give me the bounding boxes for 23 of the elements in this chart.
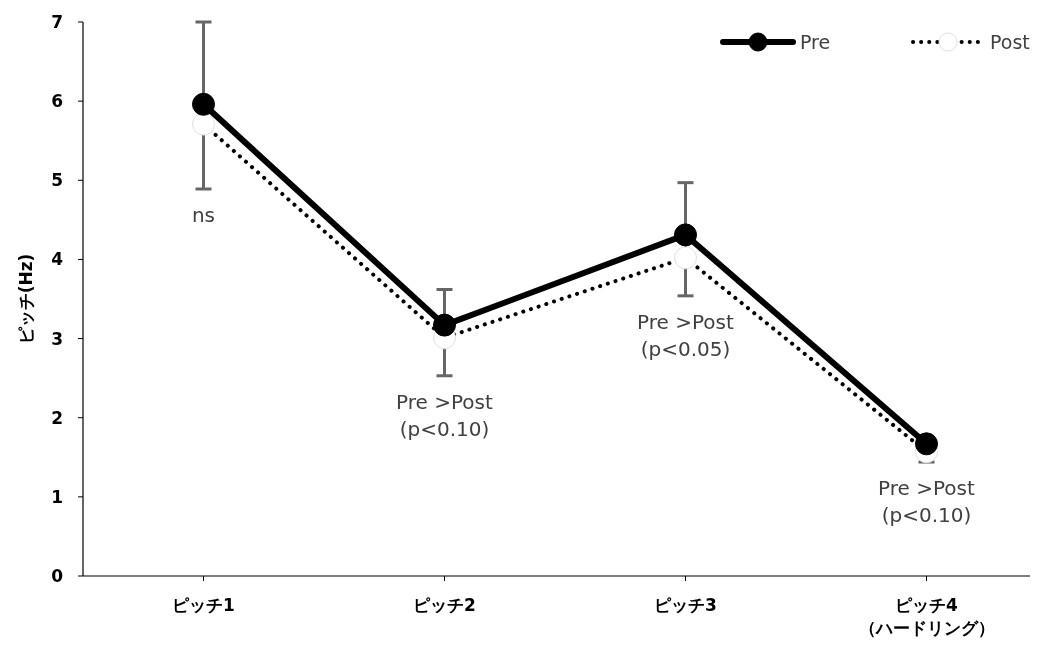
legend-label: Pre [800, 31, 831, 53]
y-tick-label: 7 [51, 12, 63, 32]
annotation: Pre >Post (p<0.10) [396, 389, 494, 441]
y-tick-label: 4 [51, 249, 64, 270]
x-tick-label: ピッチ3 [654, 595, 717, 615]
y-tick-label: 2 [51, 407, 63, 428]
x-tick-label: ピッチ2 [413, 595, 476, 615]
annotation: Pre >Post (p<0.05) [637, 309, 735, 361]
annotation: Pre >Post (p<0.10) [878, 476, 976, 528]
point [674, 223, 697, 247]
y-tick-label: 3 [51, 328, 63, 349]
point [915, 432, 938, 456]
y-tick-label: 6 [51, 91, 63, 112]
annotation: ns [191, 202, 216, 227]
point [433, 313, 456, 337]
point [192, 92, 215, 116]
y-tick-label: 0 [51, 566, 64, 586]
x-tick-label: ピッチ1 [172, 595, 235, 615]
y-tick-label: 1 [51, 486, 63, 507]
legend-label: Post [990, 31, 1030, 53]
y-axis-title: ピッチ(Hz) [16, 253, 36, 345]
y-tick-label: 5 [51, 170, 63, 191]
x-tick-label: ピッチ4 （ハードリング） [858, 595, 995, 638]
